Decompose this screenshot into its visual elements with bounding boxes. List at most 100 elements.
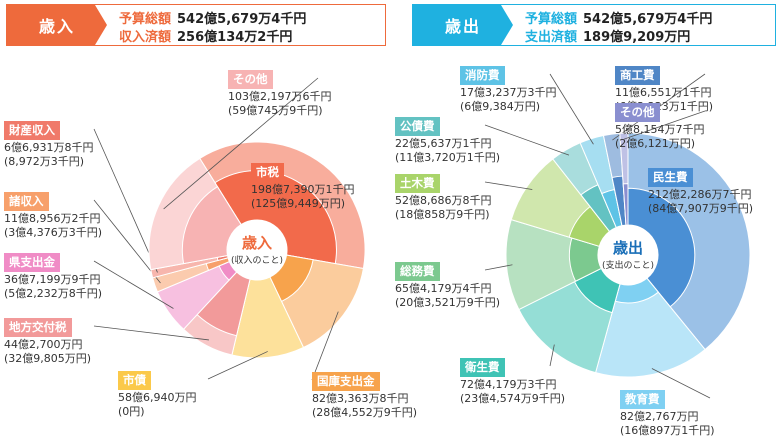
pie1-actual-6: (6億9,384万円): [460, 100, 541, 113]
pie1-slice-actual-0: [627, 187, 696, 308]
pie1-label-6: 消防費: [460, 66, 505, 85]
revenue-budget-row: 予算総額 542億5,679万4千円: [119, 8, 306, 27]
pie0-budget-4: 36億7,199万9千円: [4, 273, 101, 286]
pie1-label-5: 公債費: [395, 117, 440, 136]
expense-budget-value: 542億5,679万4千円: [583, 12, 713, 27]
pie1-amount-1: 82億2,767万円 (16億897万1千円): [620, 410, 715, 438]
pie0-leader-7: [163, 77, 319, 210]
pie0-label-3: 地方交付税: [4, 318, 72, 337]
pie1-actual-1: (16億897万1千円): [620, 424, 715, 437]
pie0-actual-6: (8,972万3千円): [4, 155, 85, 168]
pie0-label-4: 県支出金: [4, 253, 60, 272]
pie0-leader-2: [207, 351, 268, 380]
pie0-actual-1: (28億4,552万9千円): [312, 406, 418, 419]
pie0-amount-5: 11億8,956万2千円 (3億4,376万3千円): [4, 212, 102, 240]
pie0-actual-3: (32億9,805万円): [4, 352, 92, 365]
pie1-center-sub: (支出のこと): [602, 259, 654, 271]
pie1-leader-1: [651, 368, 711, 399]
pie0-amount-3: 44億2,700万円 (32億9,805万円): [4, 338, 91, 366]
pie1-budget-0: 212億2,286万7千円: [648, 188, 752, 201]
pie1-actual-3: (20億3,521万9千円): [395, 296, 501, 309]
pie0-amount-6: 6億6,931万8千円 (8,972万3千円): [4, 141, 94, 169]
pie1-budget-1: 82億2,767万円: [620, 410, 699, 423]
pie1-leader-3: [484, 264, 513, 271]
pie0-budget-3: 44億2,700万円: [4, 338, 83, 351]
pie0-label-7: その他: [228, 70, 273, 89]
pie0-budget-1: 82億3,363万8千円: [312, 392, 409, 405]
pie0-center-title: 歳入: [242, 234, 272, 252]
pie1-amount-4: 52億8,686万8千円 (18億858万9千円): [395, 194, 492, 222]
pie1-label-1: 教育費: [620, 390, 665, 409]
pie1-label-7: 商工費: [615, 66, 660, 85]
pie0-budget-6: 6億6,931万8千円: [4, 141, 94, 154]
pie0-label-5: 諸収入: [4, 192, 49, 211]
pie1-budget-4: 52億8,686万8千円: [395, 194, 492, 207]
pie1-label-4: 土木費: [395, 174, 440, 193]
revenue-budget-label: 予算総額: [119, 12, 172, 27]
expense-budget-label: 予算総額: [525, 12, 578, 27]
revenue-received-row: 収入済額 256億134万2千円: [119, 26, 292, 45]
pie1-budget-7: 11億6,551万1千円: [615, 86, 712, 99]
expense-spent-row: 支出済額 189億9,209万円: [525, 26, 690, 45]
pie0-budget-5: 11億8,956万2千円: [4, 212, 101, 225]
pie0-budget-2: 58億6,940万円: [118, 391, 197, 404]
pie0-leader-3: [93, 325, 209, 341]
pie1-budget-5: 22億5,637万1千円: [395, 137, 492, 150]
pie1-amount-5: 22億5,637万1千円 (11億3,720万1千円): [395, 137, 500, 165]
pie0-actual-0: (125億9,449万円): [251, 197, 346, 210]
pie0-label-6: 財産収入: [4, 121, 60, 140]
revenue-budget-value: 542億5,679万4千円: [177, 12, 307, 27]
revenue-header: 歳入 予算総額 542億5,679万4千円 収入済額 256億134万2千円: [6, 4, 386, 46]
pie1-label-3: 総務費: [395, 262, 440, 281]
pie0-leader-4: [93, 260, 174, 309]
pie1-actual-8: (2億6,121万円): [615, 137, 696, 150]
expense-spent-value: 189億9,209万円: [583, 30, 691, 45]
charts-canvas: 歳入 (収入のこと) 歳出 (支出のこと): [93, 73, 751, 399]
pie1-center-title: 歳出: [613, 239, 643, 257]
pie0-center: [227, 220, 287, 280]
pie0-label-1: 国庫支出金: [312, 372, 380, 391]
pie1-budget-6: 17億3,237万3千円: [460, 86, 557, 99]
pie1-leader-2: [549, 344, 555, 367]
expense-header: 歳出 予算総額 542億5,679万4千円 支出済額 189億9,209万円: [412, 4, 776, 46]
pie1-label-2: 衛生費: [460, 358, 505, 377]
pie1-leader-6: [549, 73, 594, 145]
pie1-center: [598, 225, 658, 285]
pie1-leader-8: [623, 110, 706, 140]
pie0-actual-7: (59億745万9千円): [228, 104, 323, 117]
pie0-budget-7: 103億2,197万6千円: [228, 90, 332, 103]
revenue-received-label: 収入済額: [119, 30, 172, 45]
pie1-actual-4: (18億858万9千円): [395, 208, 490, 221]
pie0-center-sub: (収入のこと): [231, 254, 283, 266]
pie0-amount-4: 36億7,199万9千円 (5億2,232万8千円): [4, 273, 102, 301]
pie0-amount-0: 198億7,390万1千円 (125億9,449万円): [251, 183, 355, 211]
pie0-amount-2: 58億6,940万円 (0円): [118, 391, 197, 419]
revenue-received-value: 256億134万2千円: [177, 30, 293, 45]
expense-spent-label: 支出済額: [525, 30, 578, 45]
pie0-leader-6: [93, 128, 158, 273]
pie1-label-0: 民生費: [648, 168, 693, 187]
pie1-budget-8: 5億8,154万7千円: [615, 123, 705, 136]
pie0-amount-1: 82億3,363万8千円 (28億4,552万9千円): [312, 392, 417, 420]
pie1-amount-6: 17億3,237万3千円 (6億9,384万円): [460, 86, 557, 114]
pie1-amount-0: 212億2,286万7千円 (84億7,907万9千円): [648, 188, 753, 216]
pie1-budget-3: 65億4,179万4千円: [395, 282, 492, 295]
pie0-leader-1: [311, 311, 339, 381]
pie1-actual-5: (11億3,720万1千円): [395, 151, 501, 164]
pie1-amount-3: 65億4,179万4千円 (20億3,521万9千円): [395, 282, 500, 310]
pie1-amount-2: 72億4,179万3千円 (23億4,574万9千円): [460, 378, 565, 406]
pie0-label-0: 市税: [251, 163, 284, 182]
pie1-leader-5: [484, 124, 570, 156]
pie0-leader-5: [93, 199, 161, 284]
pie1-actual-0: (84億7,907万9千円): [648, 202, 754, 215]
pie0-label-2: 市債: [118, 371, 151, 390]
pie1-amount-8: 5億8,154万7千円 (2億6,121万円): [615, 123, 705, 151]
expense-header-tag: 歳出: [413, 5, 513, 45]
revenue-header-tag: 歳入: [7, 5, 107, 45]
pie1-label-8: その他: [615, 103, 660, 122]
pie0-actual-5: (3億4,376万3千円): [4, 226, 103, 239]
expense-budget-row: 予算総額 542億5,679万4千円: [525, 8, 712, 27]
pie0-actual-2: (0円): [118, 405, 145, 418]
pie0-actual-4: (5億2,232万8千円): [4, 287, 103, 300]
pie1-budget-2: 72億4,179万3千円: [460, 378, 557, 391]
